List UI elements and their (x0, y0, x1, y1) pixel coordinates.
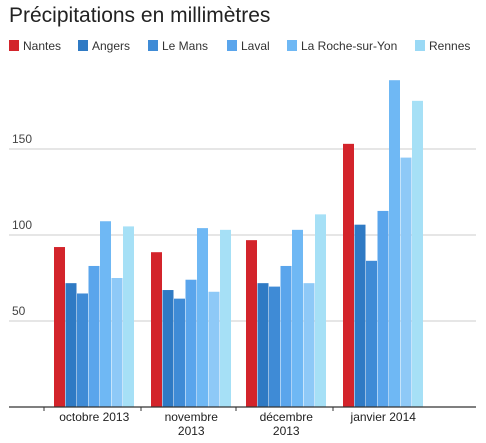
x-category-label: janvier 2014 (350, 410, 417, 424)
legend-label: Le Mans (162, 39, 208, 53)
legend-swatch (287, 40, 297, 51)
legend-label: Laval (241, 39, 270, 53)
bar[interactable] (111, 278, 123, 407)
bar[interactable] (366, 260, 377, 407)
x-category-label: octobre 2013 (59, 410, 129, 424)
bar[interactable] (412, 100, 423, 407)
bar[interactable] (377, 210, 389, 407)
bar[interactable] (208, 291, 220, 407)
bar[interactable] (315, 214, 326, 407)
legend-swatch (227, 40, 237, 51)
x-category-label: novembre (165, 410, 219, 424)
bar[interactable] (151, 252, 162, 407)
bar[interactable] (280, 265, 292, 407)
bar[interactable] (246, 240, 257, 407)
bar[interactable] (257, 283, 269, 407)
y-tick-label: 50 (12, 304, 26, 318)
bar[interactable] (220, 229, 231, 407)
bar[interactable] (400, 157, 412, 407)
bar[interactable] (303, 283, 315, 407)
bar[interactable] (389, 80, 400, 407)
bar[interactable] (197, 228, 208, 407)
bar[interactable] (88, 265, 100, 407)
legend-label: Angers (92, 39, 130, 53)
x-category-label: 2013 (178, 424, 205, 438)
bar[interactable] (65, 283, 77, 407)
bar[interactable] (162, 290, 174, 407)
bar[interactable] (54, 247, 65, 407)
y-tick-label: 100 (12, 218, 32, 232)
bar[interactable] (354, 224, 366, 407)
legend-swatch (78, 40, 88, 51)
bar[interactable] (185, 279, 197, 407)
y-tick-label: 150 (12, 132, 32, 146)
bar[interactable] (123, 226, 134, 407)
bar[interactable] (292, 229, 303, 407)
bar[interactable] (174, 298, 185, 407)
x-category-label: décembre (260, 410, 314, 424)
legend-swatch (9, 40, 19, 51)
legend-label: Rennes (429, 39, 470, 53)
bar[interactable] (77, 293, 88, 407)
bar[interactable] (100, 221, 111, 407)
bar[interactable] (343, 143, 354, 407)
legend-swatch (415, 40, 425, 51)
chart-title: Précipitations en millimètres (9, 4, 271, 27)
legend-label: La Roche-sur-Yon (301, 39, 397, 53)
legend-label: Nantes (23, 39, 61, 53)
x-category-label: 2013 (273, 424, 300, 438)
bar[interactable] (269, 286, 280, 407)
legend-swatch (148, 40, 158, 51)
